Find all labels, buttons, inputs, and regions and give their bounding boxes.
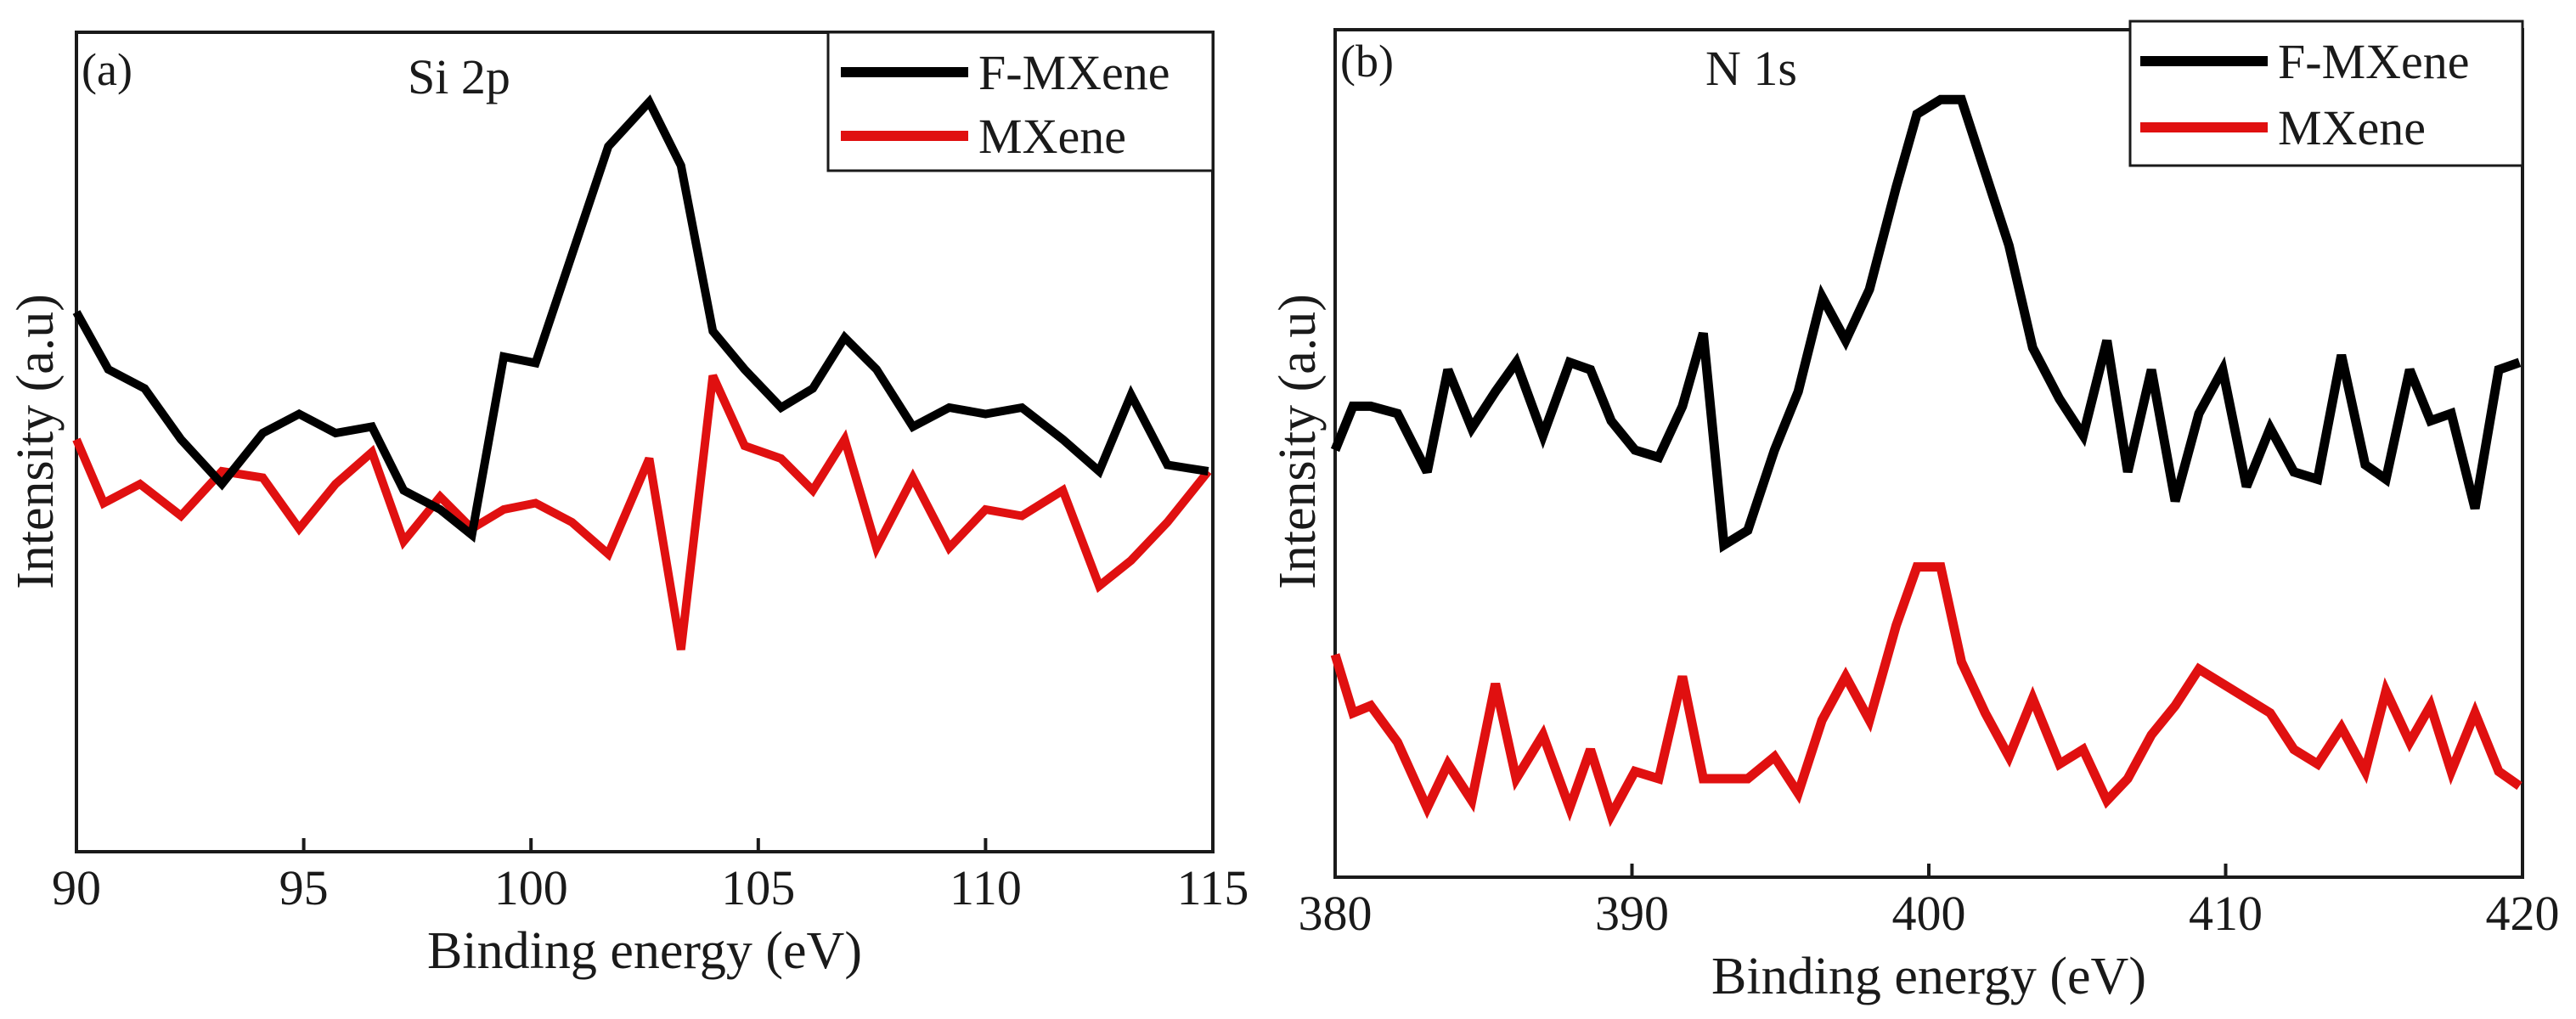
panel-a-y-axis-title: Intensity (a.u) <box>7 294 65 589</box>
panel-b-tag: (b) <box>1340 36 1394 87</box>
panel-a-si-2p: 90 95 100 105 110 115 (a) Si 2p Binding energ… <box>7 31 1249 980</box>
panel-b-x-ticks: 380 390 400 410 420 <box>1299 864 2560 941</box>
panel-a-x-tick-label: 105 <box>721 860 795 915</box>
panel-b-legend: F-MXene MXene <box>2128 20 2524 167</box>
panel-a-x-tick-label: 95 <box>279 860 329 915</box>
panel-b-x-tick-label: 420 <box>2486 886 2560 941</box>
panel-b-legend-label-mxene: MXene <box>2278 100 2426 155</box>
panel-a-legend-box <box>826 31 1215 172</box>
panel-a-series-mxene <box>72 374 1212 650</box>
panel-a-x-tick-label: 110 <box>950 860 1022 915</box>
panel-a-x-axis-title: Binding energy (eV) <box>427 922 862 980</box>
panel-b-legend-box <box>2128 20 2524 167</box>
panel-b-x-tick-label: 390 <box>1595 886 1669 941</box>
panel-b-title: N 1s <box>1705 41 1797 96</box>
panel-b-series-group <box>1330 94 2522 828</box>
panel-b-series-f-mxene <box>1330 94 2522 554</box>
panel-b-n-1s: 380 390 400 410 420 (b) N 1s Binding energy … <box>1269 20 2560 1005</box>
panel-a-series-f-mxene <box>72 94 1209 543</box>
panel-a-legend-label-mxene: MXene <box>978 109 1126 164</box>
panel-b-series-mxene <box>1330 562 2522 828</box>
panel-a-title: Si 2p <box>408 49 510 104</box>
panel-a-x-ticks: 90 95 100 105 110 115 <box>52 838 1249 915</box>
panel-b-x-tick-label: 410 <box>2189 886 2263 941</box>
panel-a-legend: F-MXene MXene <box>826 31 1215 172</box>
panel-a-x-tick-label: 90 <box>52 860 101 915</box>
panel-a-x-tick-label: 115 <box>1177 860 1249 915</box>
panel-a-x-tick-label: 100 <box>494 860 568 915</box>
panel-b-x-tick-label: 400 <box>1892 886 1966 941</box>
panel-a-tag: (a) <box>82 44 132 95</box>
panel-b-x-axis-title: Binding energy (eV) <box>1711 948 2146 1005</box>
panel-b-y-axis-title: Intensity (a.u) <box>1269 294 1327 589</box>
panel-a-legend-label-f-mxene: F-MXene <box>978 45 1170 100</box>
panel-a-series-group <box>72 94 1212 650</box>
panel-b-x-tick-label: 380 <box>1299 886 1373 941</box>
panel-b-legend-label-f-mxene: F-MXene <box>2278 34 2470 89</box>
